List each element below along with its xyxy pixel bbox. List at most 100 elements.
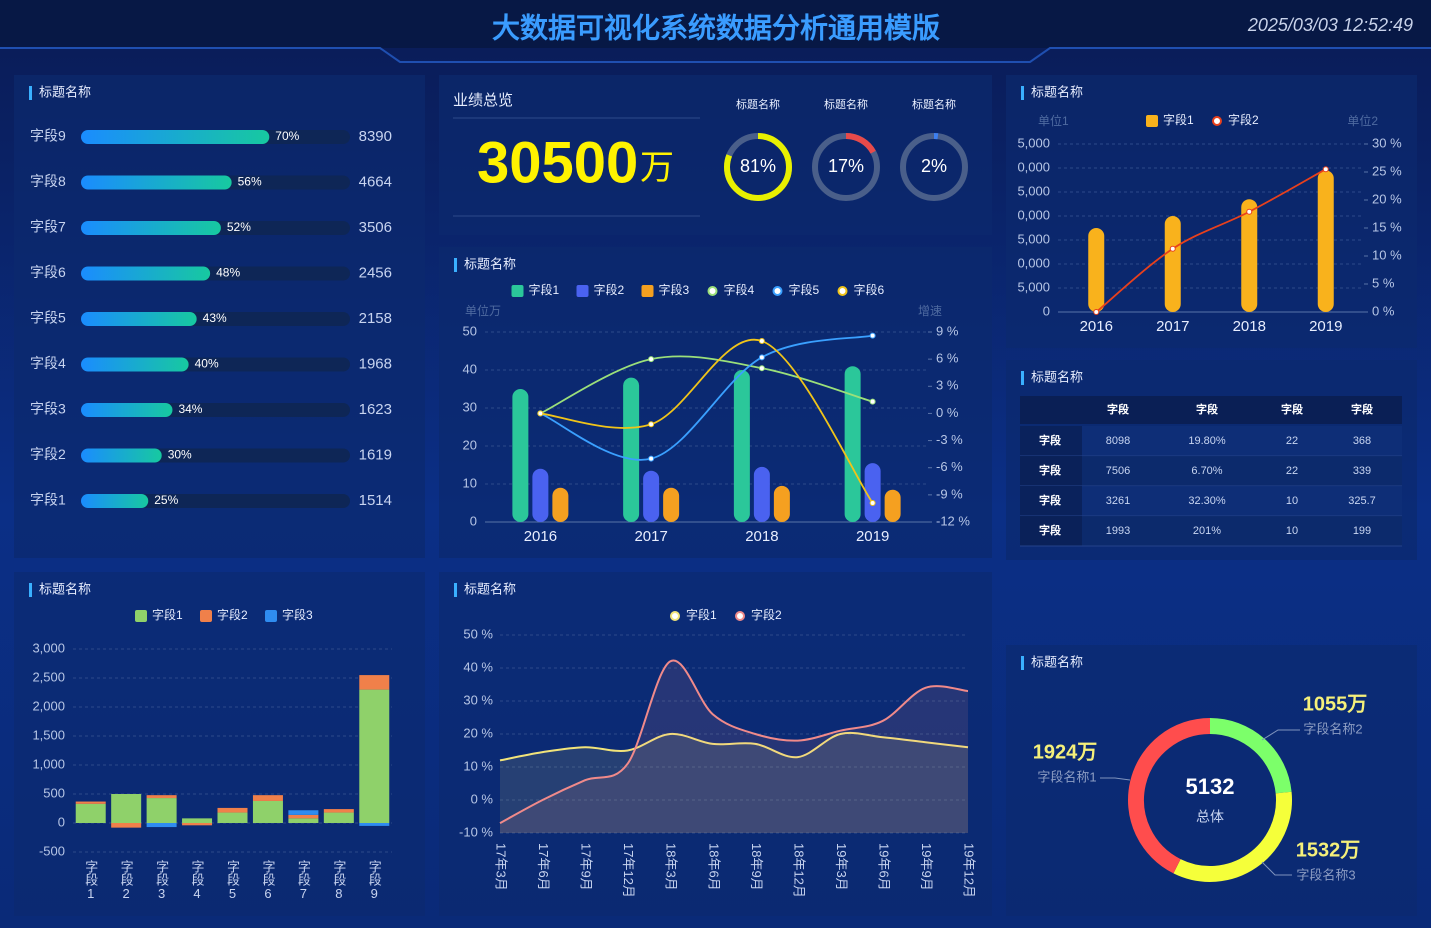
bar-label: 字段1	[30, 492, 66, 508]
bar-total: 3506	[359, 219, 392, 236]
y-tick-label: 0	[58, 814, 65, 829]
table-cell: 字段	[1039, 433, 1061, 447]
bar-label: 字段7	[30, 219, 66, 235]
bar-value-label: 56%	[238, 175, 262, 189]
y-tick-label: 5,000	[1017, 183, 1050, 198]
table-first-col	[1020, 426, 1082, 456]
legend-swatch	[1212, 116, 1222, 126]
table-header: 字段	[1196, 402, 1218, 416]
title-marker	[29, 86, 32, 100]
y-tick-label: 5,000	[1017, 135, 1050, 150]
table-cell: 10	[1286, 525, 1298, 537]
x-tick-label: 字段6	[260, 860, 275, 901]
bar	[844, 366, 861, 522]
bar-segment	[252, 795, 283, 801]
title-marker	[29, 583, 32, 597]
panel-title: 标题名称	[1031, 369, 1083, 384]
x-tick-label: 17年3月	[494, 843, 509, 891]
y2-tick-label: 3 %	[936, 378, 959, 393]
x-tick-label: 18年3月	[664, 843, 679, 891]
legend-label: 字段2	[1228, 112, 1259, 127]
bar-value-label: 40%	[195, 357, 219, 371]
legend-swatch	[576, 285, 589, 297]
legend-label: 字段1	[686, 607, 717, 622]
bar	[532, 468, 549, 522]
gauge-value: 17%	[828, 156, 864, 176]
gauge-label: 标题名称	[912, 97, 956, 111]
bar-total: 2158	[359, 310, 392, 327]
bar-label: 字段6	[30, 264, 66, 280]
x-tick-label: 字段7	[296, 860, 311, 901]
bar-value-label: 34%	[178, 402, 202, 416]
panel	[439, 75, 992, 235]
title-marker	[454, 583, 457, 597]
bar-value-label: 30%	[168, 448, 192, 462]
bar-segment	[252, 800, 283, 823]
x-tick-label: 字段9	[367, 860, 382, 901]
bar-segment	[111, 794, 142, 823]
x-tick-label: 字段5	[225, 860, 240, 901]
bar-segment	[217, 812, 248, 823]
table-cell: 6.70%	[1191, 465, 1222, 477]
point	[869, 332, 876, 339]
table-row-bg	[1020, 486, 1402, 516]
table-cell: 字段	[1039, 493, 1061, 507]
gauge-arc	[812, 133, 880, 201]
point	[869, 500, 876, 506]
bar-label: 字段8	[30, 173, 66, 189]
y-tick-label: 5,000	[1017, 279, 1050, 294]
y2-tick-label: 30 %	[1372, 135, 1402, 150]
panel-title: 标题名称	[1031, 654, 1083, 669]
bar	[663, 487, 680, 522]
point	[648, 356, 655, 363]
bar-total: 1623	[359, 401, 392, 418]
bar	[81, 266, 211, 281]
table-row-bg	[1020, 516, 1402, 546]
y-tick-label: 5,000	[1017, 231, 1050, 246]
bar-total: 2456	[359, 264, 392, 281]
gauge-label: 标题名称	[736, 97, 780, 111]
legend-swatch	[670, 611, 680, 621]
legend-label: 字段1	[1163, 112, 1194, 127]
bar	[1088, 228, 1105, 312]
legend-swatch	[772, 286, 783, 296]
bar-segment	[75, 803, 106, 823]
donut-segment	[1209, 718, 1292, 794]
bar-segment	[288, 818, 319, 823]
y-axis-label: 单位1	[1038, 113, 1069, 128]
legend-label: 字段4	[724, 282, 755, 297]
x-tick-label: 17年9月	[579, 843, 594, 891]
table-header: 字段	[1351, 402, 1373, 416]
table-first-col	[1020, 516, 1082, 546]
legend-label: 字段1	[152, 607, 183, 622]
legend-swatch	[641, 285, 654, 297]
bar	[1164, 216, 1181, 312]
y-tick-label: 30 %	[463, 692, 493, 707]
y-tick-label: 10	[463, 475, 477, 490]
y-tick-label: 50	[463, 323, 477, 338]
legend-swatch	[135, 610, 147, 622]
x-tick-label: 2019	[1309, 318, 1342, 335]
gauge-value: 81%	[740, 156, 776, 176]
gauge-arc	[724, 133, 792, 201]
y-tick-label: 30	[463, 399, 477, 414]
bar	[512, 389, 529, 522]
legend-label: 字段5	[789, 282, 820, 297]
bar-label: 字段9	[30, 128, 66, 144]
table-header-bg	[1020, 396, 1402, 424]
y-tick-label: 0 %	[471, 791, 494, 806]
donut-category: 字段名称3	[1296, 867, 1355, 882]
bar	[643, 470, 660, 522]
table-cell: 368	[1353, 435, 1371, 447]
x-tick-label: 2016	[1080, 318, 1113, 335]
bar-label: 字段3	[30, 401, 66, 417]
bar	[81, 357, 189, 372]
x-tick-label: 字段2	[119, 860, 134, 901]
y-tick-label: 40	[463, 361, 477, 376]
y-tick-label: -500	[39, 843, 65, 858]
legend-label: 字段3	[282, 607, 313, 622]
gauge-value: 2%	[921, 156, 947, 176]
bar-value-label: 70%	[275, 129, 299, 143]
y-tick-label: 2,000	[32, 698, 65, 713]
y-tick-label: 40 %	[463, 659, 493, 674]
